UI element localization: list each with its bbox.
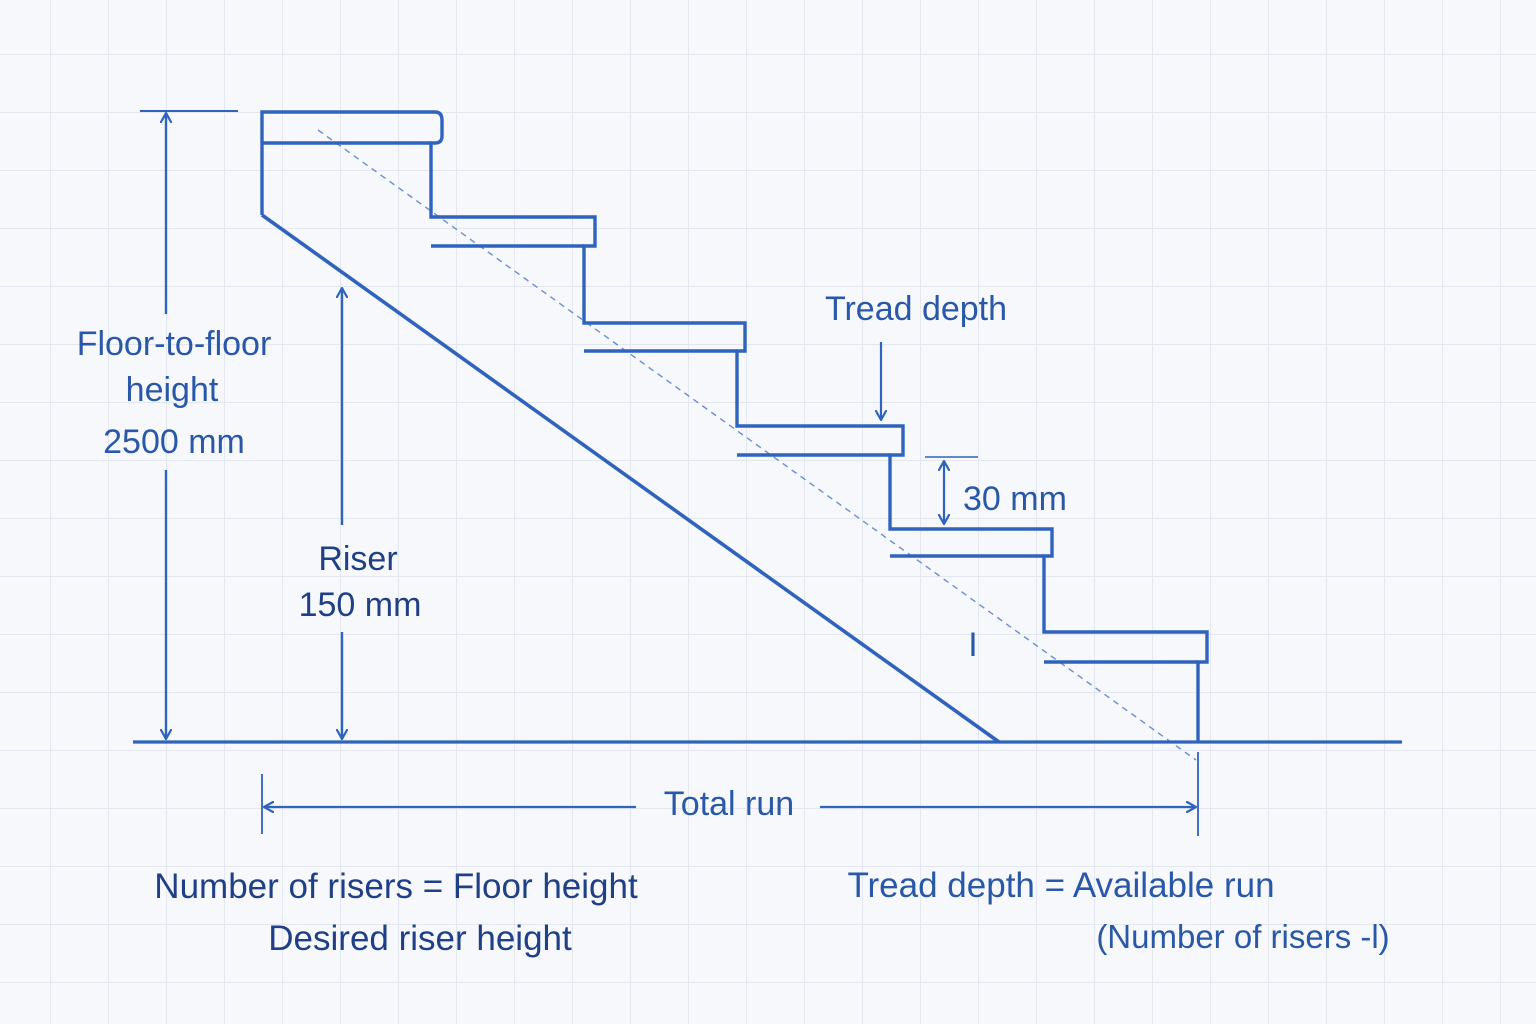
pitch-line xyxy=(317,129,1197,761)
riser-value: 150 mm xyxy=(299,586,422,624)
total-run-label: Total run xyxy=(664,785,794,823)
tread-lines xyxy=(262,141,1198,664)
stair-profile xyxy=(260,110,1209,742)
floor-height-label-line2: height xyxy=(126,371,219,409)
stringer-underside xyxy=(260,213,1001,744)
nosing-value: 30 mm xyxy=(963,480,1067,518)
floor-height-value: 2500 mm xyxy=(103,423,245,461)
floor-height-label-line1: Floor-to-floor xyxy=(77,325,272,363)
risers-formula-numerator: Number of risers = Floor height xyxy=(154,867,638,906)
risers-formula-denominator: Desired riser height xyxy=(268,919,572,958)
tread-formula-denominator: (Number of risers -l) xyxy=(1096,918,1389,955)
text-cursor-glyph: I xyxy=(968,626,977,664)
tread-formula-numerator: Tread depth = Available run xyxy=(847,866,1274,905)
riser-label: Riser xyxy=(318,540,397,578)
tread-depth-label: Tread depth xyxy=(825,290,1007,328)
